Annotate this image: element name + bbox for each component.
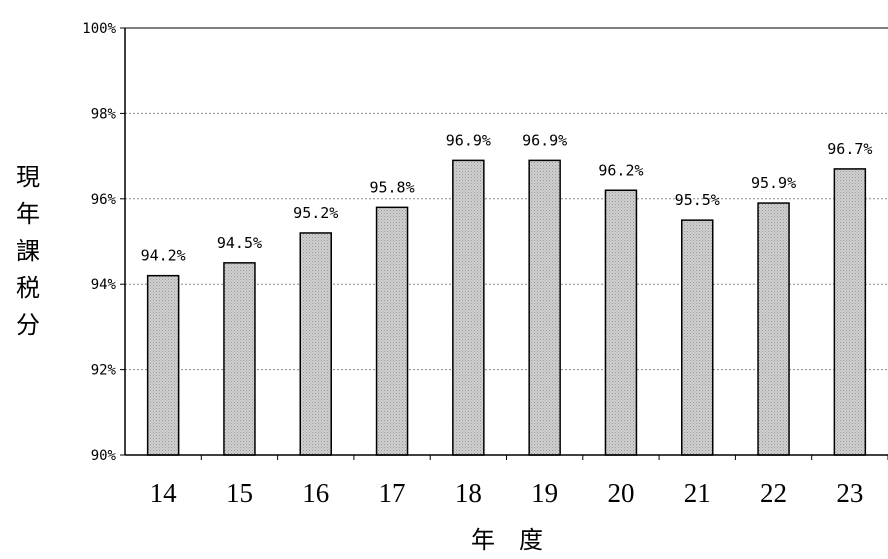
bar xyxy=(375,206,409,456)
data-label: 94.2% xyxy=(141,247,186,265)
bars xyxy=(146,159,867,456)
x-tick-label: 23 xyxy=(836,478,863,508)
x-axis-ticks: 14 15 16 17 18 19 20 21 22 23 xyxy=(150,455,888,508)
y-tick-label: 96% xyxy=(91,192,117,208)
x-tick-label: 19 xyxy=(531,478,558,508)
y-axis-title-char: 分 xyxy=(16,311,40,339)
bar xyxy=(146,274,180,456)
bar xyxy=(528,159,561,456)
y-axis-title-char: 課 xyxy=(16,237,40,265)
x-tick-label: 20 xyxy=(607,478,634,508)
y-axis-ticks: 90% 92% 94% 96% 98% 100% xyxy=(82,21,125,464)
data-label: 96.9% xyxy=(446,131,491,149)
data-label: 94.5% xyxy=(217,234,262,252)
bar xyxy=(833,168,867,456)
x-tick-label: 18 xyxy=(455,478,482,508)
x-tick-label: 17 xyxy=(379,478,406,508)
bar xyxy=(604,189,638,456)
x-tick-label: 16 xyxy=(302,478,329,508)
axes xyxy=(124,27,888,456)
bar xyxy=(299,232,332,456)
data-label: 95.9% xyxy=(751,174,796,192)
data-label: 95.5% xyxy=(675,191,720,209)
bar xyxy=(452,159,485,456)
gridlines xyxy=(125,112,888,371)
y-tick-label: 90% xyxy=(91,448,117,464)
y-tick-label: 92% xyxy=(91,363,117,379)
x-tick-label: 21 xyxy=(684,478,711,508)
bar xyxy=(757,202,790,456)
y-tick-label: 100% xyxy=(82,21,116,37)
x-tick-label: 15 xyxy=(226,478,253,508)
y-axis-title-char: 年 xyxy=(16,200,40,228)
data-label: 96.9% xyxy=(522,131,567,149)
bar xyxy=(223,262,256,456)
data-label: 96.7% xyxy=(827,140,872,158)
x-axis-title: 年 度 xyxy=(471,526,543,554)
x-tick-label: 14 xyxy=(150,478,178,508)
data-label: 95.8% xyxy=(369,178,414,196)
data-label: 96.2% xyxy=(598,161,643,179)
y-axis-title-char: 現 xyxy=(16,163,40,191)
data-label: 95.2% xyxy=(293,204,338,222)
y-tick-label: 94% xyxy=(91,277,117,293)
x-tick-label: 22 xyxy=(760,478,787,508)
y-tick-label: 98% xyxy=(91,106,117,122)
y-axis-title-char: 税 xyxy=(16,274,40,302)
data-labels: 94.2% 94.5% 95.2% 95.8% 96.9% 96.9% 96.2% 95.5%… xyxy=(141,131,873,264)
bar xyxy=(681,219,714,456)
